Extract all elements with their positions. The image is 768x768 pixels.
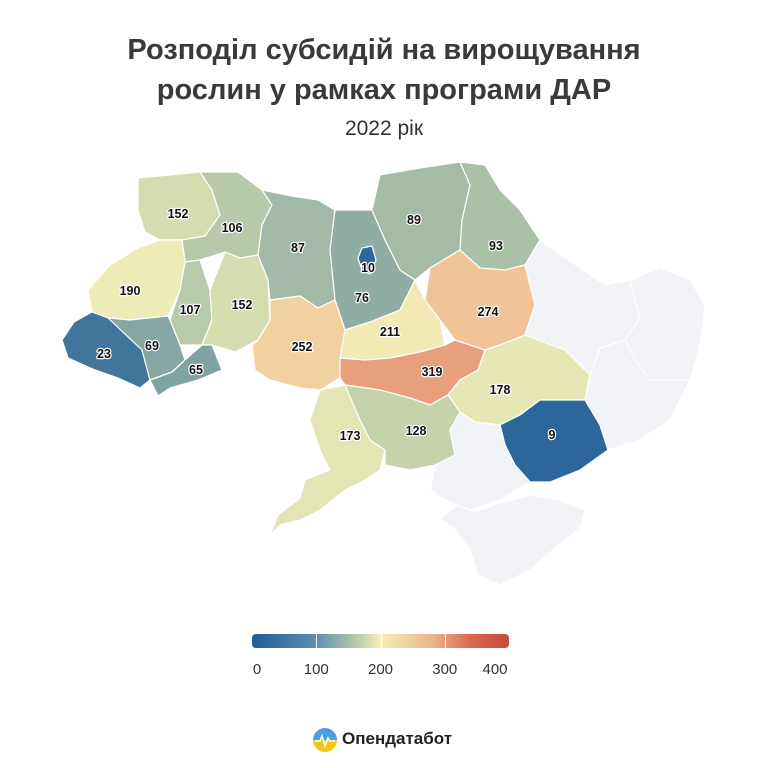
color-scale-divider [316,634,318,648]
region-crimea [439,494,586,586]
color-scale-divider [444,634,446,648]
color-scale-tick-label: 300 [432,661,458,678]
region-chernivtsi [149,344,223,397]
opendatabot-logo: Опендатабот [312,726,492,754]
color-scale-tick-label: 400 [482,661,508,678]
color-scale-tick-label: 100 [303,661,329,678]
region-value-chernihiv: 89 [407,213,421,227]
region-donetsk [584,339,691,451]
region-value-lviv: 190 [120,284,141,298]
region-kyiv-city [357,245,377,275]
region-value-rivne: 106 [222,221,243,235]
region-value-volyn: 152 [168,207,189,221]
region-ivano-frankivsk [107,315,186,381]
chart-title-line-1: Розподіл субсидій на вирощування [127,34,641,66]
region-value-poltava: 274 [478,305,499,319]
opendatabot-logo-icon [313,728,337,752]
region-value-vinnytsia: 252 [292,340,313,354]
region-value-cherkasy: 211 [380,325,400,339]
chart-subtitle: 2022 рік [344,117,424,140]
chart-title: Розподіл субсидій на вирощування рослин … [0,30,768,110]
color-scale-divider [380,634,382,648]
region-value-kyiv-oblast: 76 [355,291,369,305]
region-value-khmelnytskyi: 152 [232,298,253,312]
region-value-zaporizhzhia: 9 [549,428,556,442]
opendatabot-logo-text: Опендатабот [342,729,453,748]
region-value-zakarpattia: 23 [97,347,111,361]
region-value-sumy: 93 [489,239,503,253]
region-sumy [459,161,541,271]
region-value-mykolaiv: 128 [406,424,427,438]
region-value-kirovohrad: 319 [422,365,443,379]
region-kherson [429,411,531,511]
region-value-kyiv-city: 10 [361,261,375,275]
region-lviv [87,239,186,321]
color-scale-tick-label: 200 [367,661,394,678]
region-value-chernivtsi: 65 [189,363,203,377]
region-value-ternopil: 107 [180,303,201,317]
region-value-zhytomyr: 87 [291,241,305,255]
chart-title-line-2: рослин у рамках програми ДАР [156,74,612,106]
color-scale-tick-label: 0 [252,661,262,678]
region-value-odesa: 173 [340,429,361,443]
region-value-dnipropetrovsk: 178 [490,383,511,397]
region-value-ivano-frankivsk: 69 [145,339,159,353]
